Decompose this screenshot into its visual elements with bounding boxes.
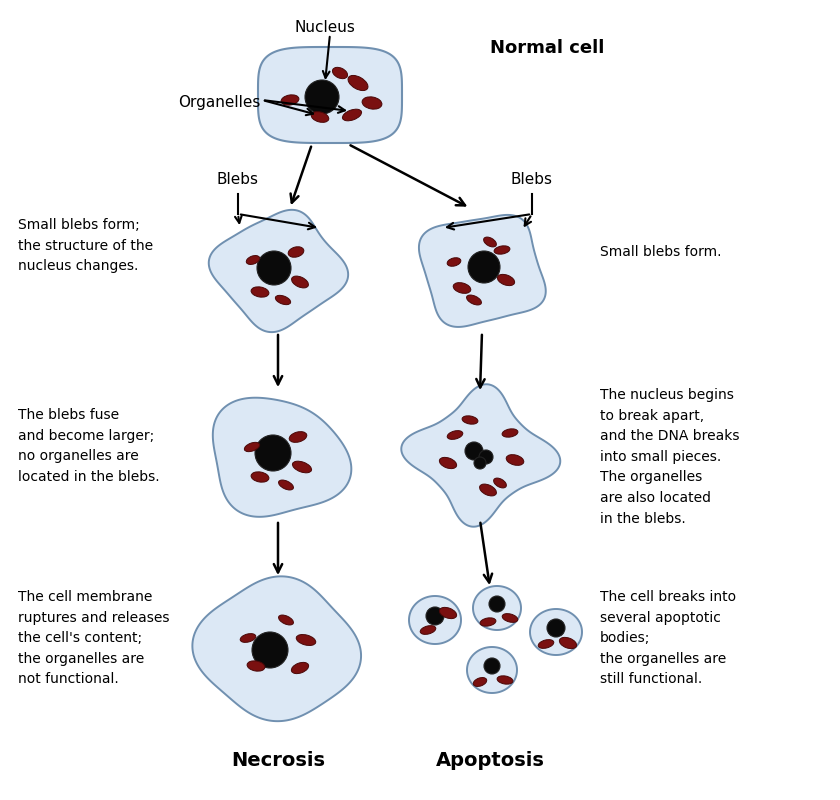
Polygon shape	[209, 210, 348, 332]
Text: Nucleus: Nucleus	[295, 21, 356, 35]
Polygon shape	[213, 398, 351, 517]
Ellipse shape	[502, 614, 517, 622]
Ellipse shape	[240, 634, 256, 642]
Polygon shape	[192, 576, 361, 721]
Circle shape	[479, 450, 493, 464]
Ellipse shape	[343, 109, 361, 121]
Ellipse shape	[289, 432, 307, 442]
Circle shape	[547, 619, 565, 637]
Ellipse shape	[291, 662, 308, 674]
Ellipse shape	[494, 246, 510, 254]
Text: Small blebs form.: Small blebs form.	[600, 245, 722, 259]
Ellipse shape	[292, 461, 312, 473]
Text: Normal cell: Normal cell	[490, 39, 604, 57]
Polygon shape	[258, 47, 402, 143]
Circle shape	[257, 251, 291, 285]
Ellipse shape	[462, 416, 478, 424]
Ellipse shape	[244, 442, 260, 452]
Text: The cell breaks into
several apoptotic
bodies;
the organelles are
still function: The cell breaks into several apoptotic b…	[600, 590, 736, 686]
Polygon shape	[530, 609, 582, 655]
Circle shape	[255, 435, 291, 471]
Ellipse shape	[484, 237, 496, 247]
Ellipse shape	[251, 287, 269, 297]
Text: Blebs: Blebs	[217, 172, 259, 187]
Ellipse shape	[466, 295, 481, 305]
Ellipse shape	[251, 472, 269, 482]
Circle shape	[426, 607, 444, 625]
Ellipse shape	[480, 484, 496, 496]
Ellipse shape	[497, 274, 515, 286]
Ellipse shape	[281, 95, 299, 105]
Text: The cell membrane
ruptures and releases
the cell's content;
the organelles are
n: The cell membrane ruptures and releases …	[18, 590, 170, 686]
Text: Apoptosis: Apoptosis	[436, 750, 544, 770]
Text: The blebs fuse
and become larger;
no organelles are
located in the blebs.: The blebs fuse and become larger; no org…	[18, 408, 160, 484]
Ellipse shape	[439, 607, 457, 618]
Circle shape	[252, 632, 288, 668]
Ellipse shape	[247, 661, 265, 671]
Circle shape	[474, 457, 486, 469]
Polygon shape	[402, 384, 560, 526]
Ellipse shape	[420, 626, 436, 634]
Ellipse shape	[502, 429, 518, 437]
Ellipse shape	[246, 255, 260, 265]
Ellipse shape	[291, 276, 308, 288]
Ellipse shape	[538, 640, 554, 648]
Ellipse shape	[447, 258, 461, 266]
Ellipse shape	[447, 430, 463, 439]
Text: Necrosis: Necrosis	[231, 750, 325, 770]
Circle shape	[468, 251, 500, 283]
Text: Organelles: Organelles	[178, 94, 260, 110]
Ellipse shape	[507, 454, 524, 466]
Text: Blebs: Blebs	[511, 172, 553, 187]
Ellipse shape	[279, 480, 293, 490]
Ellipse shape	[297, 634, 316, 646]
Ellipse shape	[279, 615, 293, 625]
Ellipse shape	[454, 282, 470, 294]
Ellipse shape	[362, 97, 382, 109]
Circle shape	[484, 658, 500, 674]
Ellipse shape	[497, 676, 513, 684]
Ellipse shape	[559, 638, 576, 649]
Circle shape	[305, 80, 339, 114]
Circle shape	[489, 596, 505, 612]
Polygon shape	[467, 647, 517, 693]
Text: Small blebs form;
the structure of the
nucleus changes.: Small blebs form; the structure of the n…	[18, 218, 153, 274]
Ellipse shape	[439, 458, 457, 469]
Ellipse shape	[311, 112, 328, 122]
Ellipse shape	[348, 75, 368, 90]
Polygon shape	[409, 596, 461, 644]
Polygon shape	[473, 586, 521, 630]
Ellipse shape	[333, 67, 348, 78]
Ellipse shape	[276, 295, 291, 305]
Polygon shape	[419, 215, 546, 327]
Text: The nucleus begins
to break apart,
and the DNA breaks
into small pieces.
The org: The nucleus begins to break apart, and t…	[600, 388, 739, 526]
Ellipse shape	[288, 246, 304, 258]
Ellipse shape	[480, 618, 496, 626]
Circle shape	[465, 442, 483, 460]
Ellipse shape	[473, 678, 486, 686]
Ellipse shape	[494, 478, 507, 488]
